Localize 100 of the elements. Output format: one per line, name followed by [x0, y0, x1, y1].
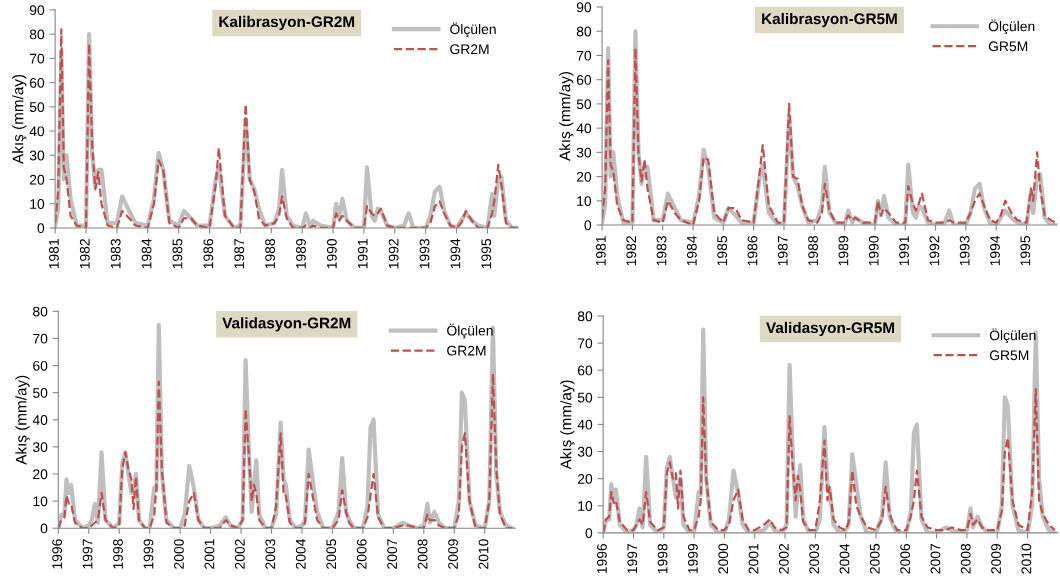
y-tick-label: 60	[33, 360, 48, 371]
x-tick-label: 1995	[481, 238, 492, 269]
x-tick-label: 1993	[959, 236, 970, 266]
x-tick-label: 2010	[1021, 543, 1032, 574]
x-tick-label: 1981	[49, 239, 59, 269]
x-tick-label: 1984	[686, 235, 697, 266]
y-tick-label: 50	[29, 102, 45, 112]
x-tick-label: 2000	[174, 539, 184, 569]
legend-label: Ölçülen	[450, 22, 496, 37]
y-tick-label: 80	[33, 306, 48, 317]
x-tick-label: 2003	[265, 539, 276, 569]
x-tick-label: 1991	[899, 236, 909, 266]
y-tick-label: 20	[576, 171, 592, 182]
x-tick-label: 1985	[717, 236, 728, 266]
y-tick-label: 30	[32, 442, 48, 453]
y-tick-label: 80	[29, 29, 45, 40]
y-axis-title: Akış (mm/ay)	[12, 74, 27, 164]
y-tick-label: 40	[29, 126, 45, 137]
x-tick-label: 1981	[595, 236, 606, 266]
x-tick-label: 2003	[809, 543, 820, 574]
y-tick-label: 30	[29, 150, 45, 161]
y-tick-label: 10	[33, 496, 48, 507]
x-tick-label: 1994	[450, 238, 461, 269]
y-tick-label: 20	[577, 473, 593, 484]
x-tick-label: 2002	[234, 539, 245, 569]
x-tick-label: 2004	[295, 539, 306, 569]
y-tick-label: 50	[32, 387, 48, 398]
x-tick-label: 1993	[419, 238, 430, 269]
x-tick-label: 2010	[478, 539, 489, 569]
legend-label: GR2M	[450, 44, 489, 55]
x-tick-label: 2009	[448, 539, 458, 569]
y-tick-label: 30	[576, 147, 592, 158]
x-tick-label: 1999	[687, 543, 698, 574]
y-tick-label: 90	[29, 5, 45, 16]
legend-label: GR5M	[988, 41, 1028, 52]
x-tick-label: 1983	[110, 238, 121, 269]
y-tick-label: 60	[29, 77, 45, 88]
legend-label: GR5M	[989, 350, 1029, 361]
y-tick-label: 80	[576, 26, 592, 37]
x-tick-label: 2006	[900, 543, 911, 574]
y-tick-label: 50	[576, 99, 592, 110]
chart-title: Kalibrasyon-GR5M	[762, 12, 897, 28]
x-tick-label: 1986	[747, 236, 758, 266]
y-tick-label: 20	[33, 469, 48, 480]
chart-title: Kalibrasyon-GR2M	[219, 15, 355, 31]
x-tick-label: 1990	[868, 235, 879, 266]
y-tick-label: 0	[584, 220, 592, 231]
y-tick-label: 70	[577, 338, 593, 349]
x-tick-label: 2009	[991, 543, 1001, 574]
x-tick-label: 2005	[869, 543, 880, 574]
y-tick-label: 20	[29, 174, 45, 185]
x-tick-label: 1994	[990, 235, 1000, 266]
legend-label: Ölçülen	[988, 19, 1035, 35]
x-tick-label: 1987	[777, 236, 788, 266]
y-tick-label: 90	[576, 2, 592, 13]
y-axis-title: Akış (mm/ay)	[559, 71, 574, 161]
x-tick-label: 1999	[143, 539, 154, 569]
chart-title: Validasyon-GR5M	[766, 321, 895, 337]
y-tick-label: 0	[40, 523, 48, 534]
x-tick-label: 2005	[326, 539, 337, 569]
x-tick-label: 1985	[172, 238, 183, 269]
y-tick-label: 40	[32, 415, 48, 425]
x-tick-label: 2007	[387, 539, 398, 569]
x-tick-label: 1992	[929, 236, 940, 266]
x-tick-label: 1984	[141, 238, 152, 269]
y-tick-label: 70	[29, 53, 45, 64]
y-tick-label: 60	[577, 365, 593, 376]
y-tick-label: 10	[30, 199, 45, 209]
x-tick-label: 1996	[597, 543, 607, 574]
chart-title: Validasyon-GR2M	[222, 317, 351, 332]
x-tick-label: 2002	[778, 543, 789, 574]
y-tick-label: 60	[576, 75, 592, 85]
y-axis-title: Akış (mm/ay)	[560, 380, 575, 470]
y-tick-label: 50	[577, 392, 593, 403]
x-tick-label: 1982	[79, 239, 90, 269]
x-tick-label: 1996	[52, 539, 63, 569]
legend-label: GR2M	[447, 345, 486, 356]
x-tick-label: 2001	[204, 539, 215, 569]
y-tick-label: 70	[576, 50, 592, 61]
x-tick-label: 2001	[748, 543, 759, 574]
x-tick-label: 1983	[656, 236, 667, 266]
y-tick-label: 0	[37, 223, 45, 234]
x-tick-label: 1991	[357, 239, 368, 269]
x-tick-label: 1997	[82, 539, 93, 569]
x-tick-label: 2008	[960, 543, 971, 574]
legend-label: Ölçülen	[447, 323, 493, 339]
x-tick-label: 1986	[203, 238, 214, 269]
x-tick-label: 1989	[838, 236, 849, 266]
y-tick-label: 0	[585, 528, 593, 539]
y-tick-label: 70	[33, 333, 48, 344]
y-tick-label: 30	[577, 446, 593, 457]
y-tick-label: 10	[578, 501, 593, 511]
x-tick-label: 1990	[326, 238, 337, 269]
x-tick-label: 2007	[930, 543, 941, 574]
y-tick-label: 80	[577, 311, 593, 322]
x-tick-label: 1988	[265, 238, 276, 269]
x-tick-label: 1988	[808, 236, 819, 266]
x-tick-label: 1987	[234, 239, 245, 269]
x-tick-label: 1992	[388, 239, 399, 269]
x-tick-label: 1998	[113, 539, 123, 569]
